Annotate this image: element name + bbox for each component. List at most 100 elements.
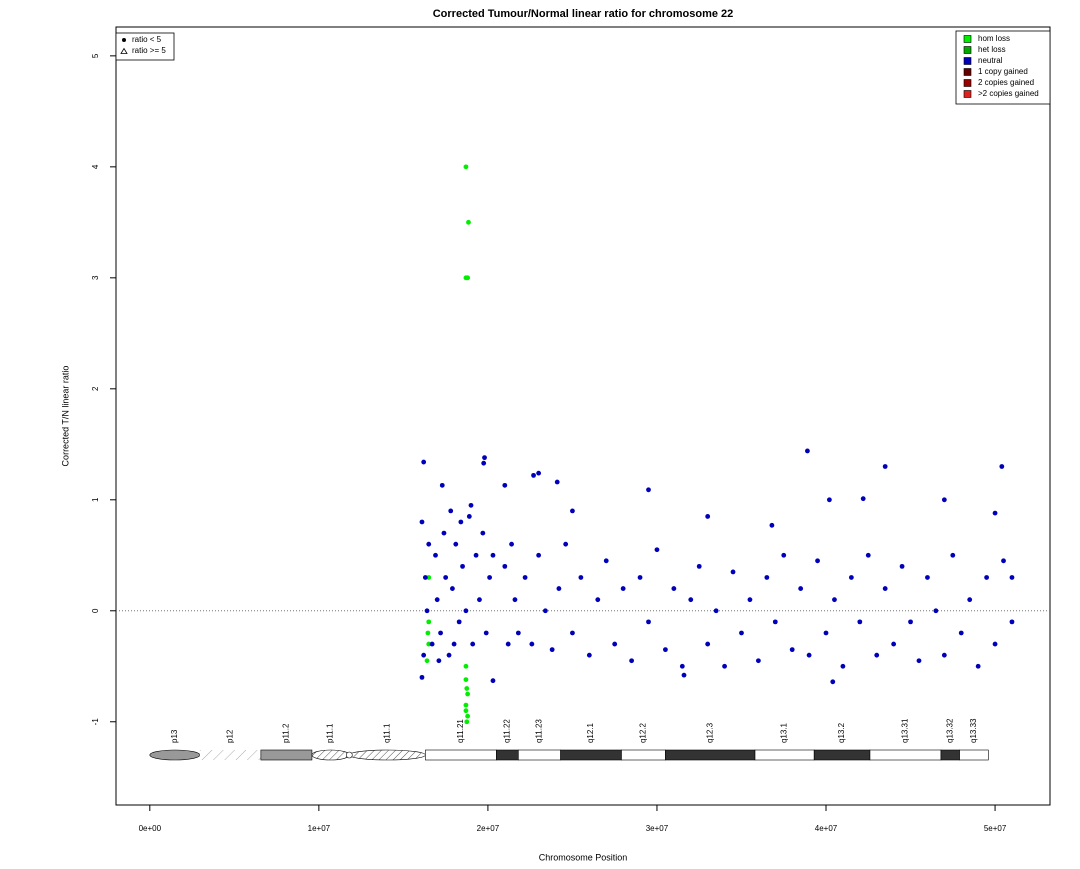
data-point xyxy=(426,575,432,580)
data-point xyxy=(460,563,465,569)
y-tick-label: 0 xyxy=(91,608,100,613)
data-point xyxy=(522,575,528,580)
ideogram-label: q11.22 xyxy=(502,719,511,743)
data-point xyxy=(480,530,486,536)
y-tick-label: 4 xyxy=(91,164,100,169)
data-point xyxy=(490,552,496,558)
data-point xyxy=(586,652,592,658)
data-point xyxy=(826,497,832,503)
data-point xyxy=(578,575,584,580)
ideogram-label: p12 xyxy=(225,729,234,743)
data-point xyxy=(882,464,888,469)
data-point xyxy=(925,575,930,580)
legend-label: neutral xyxy=(978,56,1003,65)
data-point xyxy=(654,547,660,553)
data-point xyxy=(999,464,1005,469)
data-point xyxy=(542,608,548,614)
data-point xyxy=(536,470,542,476)
data-point xyxy=(450,586,455,591)
plot-frame xyxy=(115,26,1051,806)
data-point xyxy=(637,575,643,580)
ideogram-label: q13.2 xyxy=(837,722,846,743)
chart-title: Corrected Tumour/Normal linear ratio for… xyxy=(433,8,734,20)
data-point xyxy=(441,530,447,536)
data-point xyxy=(950,552,956,558)
ideogram-label: q13.1 xyxy=(780,722,789,743)
data-point xyxy=(722,663,727,669)
ideogram-band xyxy=(959,749,989,761)
data-point xyxy=(456,619,462,625)
data-point xyxy=(769,522,775,528)
legend-swatch xyxy=(963,68,972,76)
data-point xyxy=(429,641,435,647)
ideogram-band xyxy=(940,749,960,761)
data-point xyxy=(739,630,744,636)
data-point xyxy=(595,597,601,603)
data-point xyxy=(502,563,508,569)
data-point xyxy=(463,677,469,682)
legend-swatch xyxy=(963,57,972,65)
x-tick-label: 3e+07 xyxy=(646,824,669,833)
data-point xyxy=(984,575,990,580)
y-tick-label: 5 xyxy=(91,53,100,58)
ideogram-label: p11.2 xyxy=(282,723,291,743)
x-tick-label: 4e+07 xyxy=(815,824,838,833)
data-point xyxy=(874,652,880,658)
ideogram-label: q11.23 xyxy=(535,719,544,743)
data-point xyxy=(463,608,469,614)
ideogram-label: q13.33 xyxy=(969,718,978,743)
data-point xyxy=(830,679,836,685)
data-point xyxy=(899,563,905,569)
ideogram-label: q12.2 xyxy=(639,722,648,743)
data-point xyxy=(512,597,518,603)
x-tick-label: 5e+07 xyxy=(984,824,1007,833)
data-point xyxy=(860,496,866,502)
ideogram-band xyxy=(665,749,756,761)
data-point xyxy=(468,502,474,508)
x-tick-label: 0e+00 xyxy=(139,824,162,833)
data-point xyxy=(805,448,810,454)
ideogram-label: p11.1 xyxy=(326,723,335,743)
data-point xyxy=(798,586,804,591)
data-point xyxy=(482,455,487,461)
data-point xyxy=(992,510,998,516)
ideogram-label: q13.31 xyxy=(901,718,910,743)
ideogram-band xyxy=(813,749,871,761)
ideogram-label: p13 xyxy=(170,729,179,743)
data-point xyxy=(764,575,770,580)
data-point xyxy=(688,597,694,603)
data-point xyxy=(434,597,440,603)
y-tick-label: -1 xyxy=(91,718,100,726)
centromere xyxy=(345,751,353,759)
data-point xyxy=(439,482,445,488)
legend-label: 2 copies gained xyxy=(978,78,1034,87)
data-point xyxy=(477,597,482,603)
data-point xyxy=(941,652,947,658)
data-point xyxy=(1009,575,1015,580)
data-point xyxy=(464,686,470,691)
data-point xyxy=(806,652,812,658)
data-point xyxy=(941,497,947,503)
data-point xyxy=(505,641,511,647)
shape-legend-box xyxy=(115,32,175,61)
ideogram-band xyxy=(621,749,666,761)
legend-label: hom loss xyxy=(978,34,1010,43)
y-tick-label: 2 xyxy=(91,386,100,391)
data-point xyxy=(451,641,457,647)
legend-swatch xyxy=(963,90,972,98)
data-point xyxy=(781,552,787,558)
legend-box xyxy=(955,30,1051,105)
data-point xyxy=(448,508,454,514)
data-point xyxy=(882,586,888,591)
x-axis-label: Chromosome Position xyxy=(539,852,628,862)
legend-swatch xyxy=(963,35,972,43)
data-point xyxy=(464,719,470,725)
data-point xyxy=(426,641,432,647)
data-point xyxy=(443,575,449,580)
data-point xyxy=(466,219,471,225)
x-tick-label: 1e+07 xyxy=(308,824,331,833)
data-point xyxy=(425,630,431,636)
data-point xyxy=(958,630,964,636)
data-point xyxy=(426,541,432,547)
legend-swatch xyxy=(963,79,972,87)
